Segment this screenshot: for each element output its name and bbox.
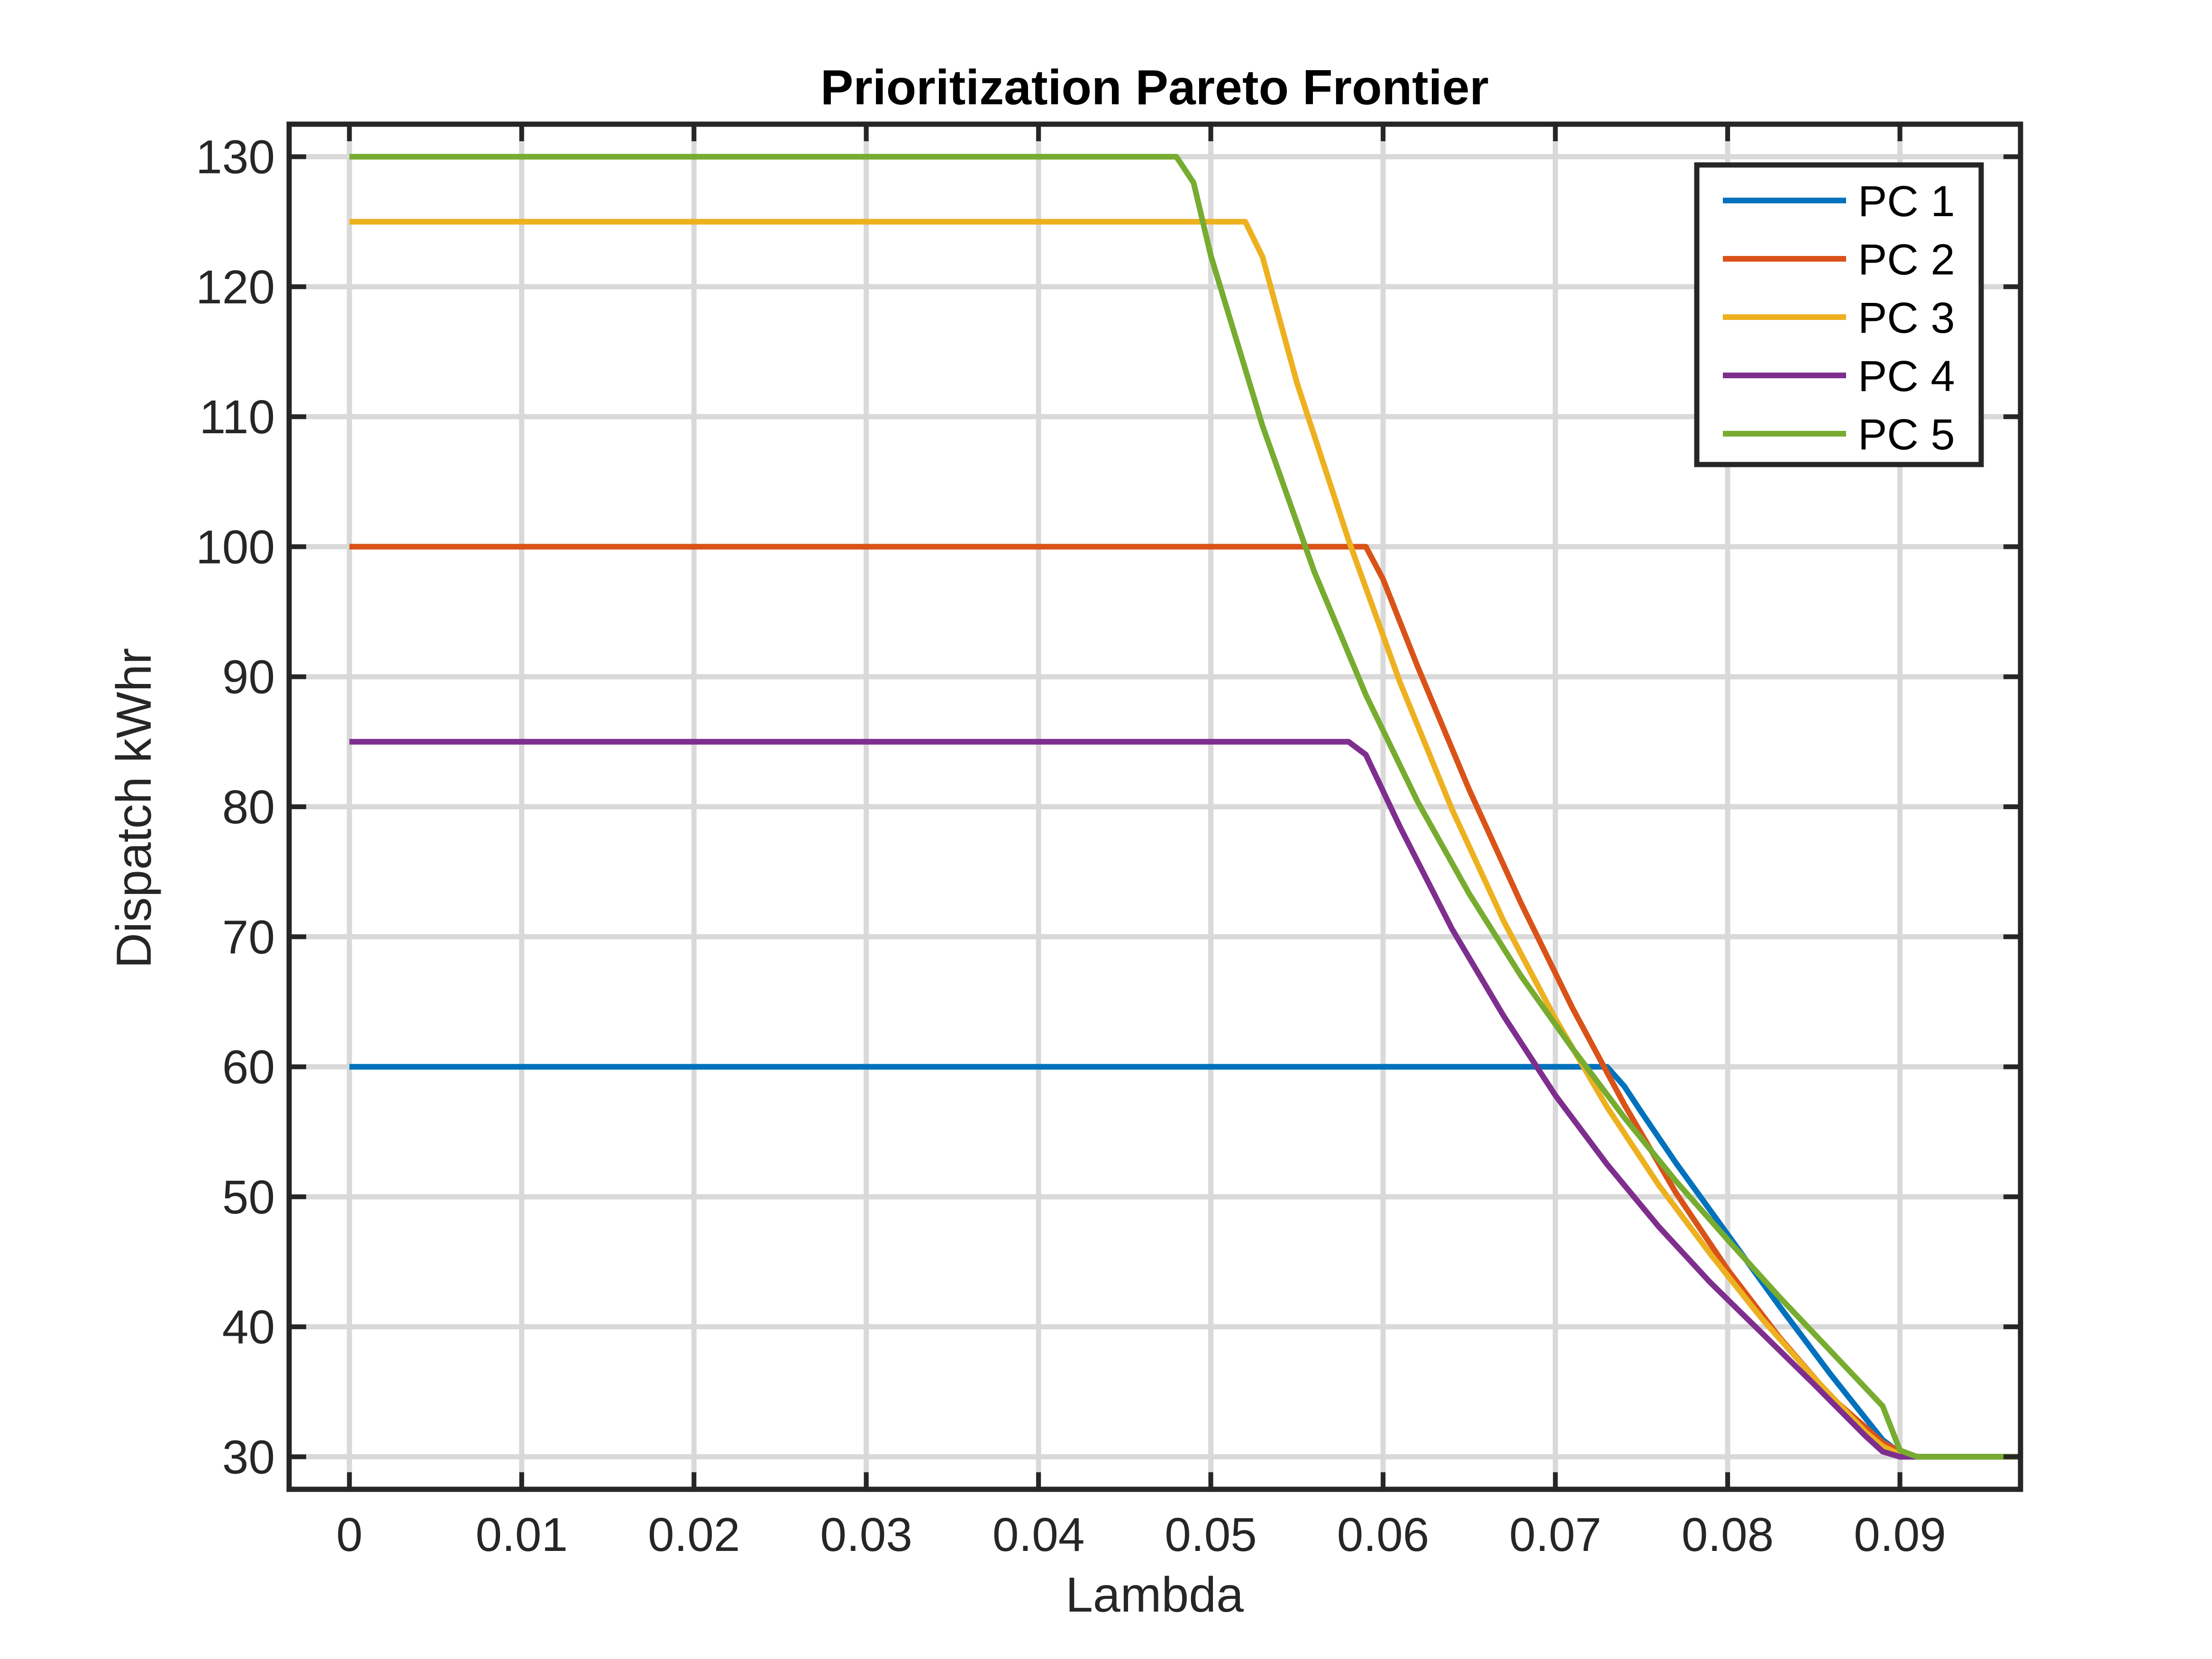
x-tick-label: 0.06: [1337, 1508, 1429, 1561]
legend-label: PC 1: [1858, 177, 1955, 226]
legend-label: PC 2: [1858, 236, 1955, 284]
y-tick-label: 60: [222, 1041, 275, 1094]
grid: [289, 124, 2021, 1489]
y-tick-label: 40: [222, 1301, 275, 1354]
y-tick-label: 50: [222, 1171, 275, 1224]
series-lines: [349, 154, 2021, 1460]
x-tick-labels: 0 0.01 0.02 0.03 0.04 0.05 0.06 0.07 0.08 0.09: [336, 1508, 1946, 1561]
y-tick-labels: 30 40 50 60 70 80 90 100 110 120 130: [196, 131, 275, 1484]
x-tick-label: 0.09: [1854, 1508, 1946, 1561]
legend-label: PC 3: [1858, 294, 1955, 342]
y-tick-label: 120: [196, 261, 275, 314]
x-tick-label: 0.02: [648, 1508, 740, 1561]
x-axis-label: Lambda: [1065, 1568, 1244, 1623]
y-tick-label: 90: [222, 651, 275, 704]
legend: PC 1 PC 2 PC 3 PC 4 PC 5: [1694, 162, 1984, 467]
x-tick-label: 0.04: [992, 1508, 1085, 1561]
y-tick-label: 30: [222, 1431, 275, 1484]
x-tick-label: 0.05: [1165, 1508, 1257, 1561]
y-tick-label: 80: [222, 781, 275, 834]
series-line-pc-5: [349, 154, 2021, 1460]
y-axis-label: Dispatch kWhr: [107, 648, 162, 968]
y-tick-label: 100: [196, 520, 275, 574]
x-tick-label: 0.07: [1509, 1508, 1602, 1561]
y-tick-label: 130: [196, 131, 275, 184]
x-tick-label: 0: [336, 1508, 363, 1561]
x-tick-label: 0.03: [820, 1508, 912, 1561]
axis-ticks: [289, 124, 2021, 1489]
legend-label: PC 4: [1858, 352, 1955, 401]
chart-title: Prioritization Pareto Frontier: [820, 60, 1489, 115]
x-tick-label: 0.01: [475, 1508, 568, 1561]
x-tick-label: 0.08: [1682, 1508, 1774, 1561]
y-tick-label: 110: [200, 391, 275, 444]
series-line-pc-4: [349, 738, 2021, 1460]
series-line-pc-3: [349, 219, 2021, 1460]
legend-label: PC 5: [1858, 410, 1955, 459]
legend-entries: PC 1 PC 2 PC 3 PC 4 PC 5: [1723, 177, 1955, 459]
y-tick-label: 70: [222, 911, 275, 964]
